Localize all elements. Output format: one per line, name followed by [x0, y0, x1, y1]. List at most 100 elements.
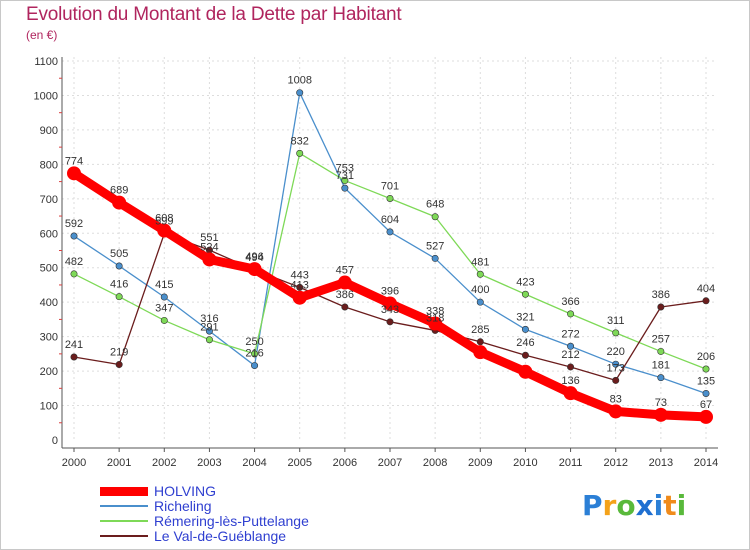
x-tick-label: 2003: [197, 457, 221, 469]
logo-letter: o: [616, 489, 636, 522]
data-point: [115, 361, 123, 369]
logo-letter: i: [676, 489, 687, 522]
data-point: [699, 409, 713, 424]
data-label: 67: [700, 399, 712, 411]
data-point: [341, 303, 349, 311]
data-label: 832: [291, 135, 309, 147]
data-point: [476, 338, 484, 346]
data-label: 481: [471, 256, 489, 268]
data-point: [521, 325, 529, 333]
data-point: [296, 149, 304, 157]
data-label: 592: [65, 218, 83, 230]
data-point: [612, 376, 620, 384]
data-label: 457: [336, 265, 354, 277]
data-point: [428, 316, 443, 331]
data-point: [521, 290, 529, 298]
data-label: 423: [516, 276, 534, 288]
data-label: 83: [610, 393, 622, 405]
data-label: 73: [655, 397, 667, 409]
data-label: 250: [245, 336, 263, 348]
y-tick-label: 500: [40, 263, 58, 275]
data-label: 415: [155, 279, 173, 291]
data-point: [341, 177, 349, 185]
data-point: [567, 310, 575, 318]
y-tick-label: 400: [40, 297, 58, 309]
data-label: 496: [245, 251, 263, 263]
data-label: 338: [426, 306, 444, 318]
data-point: [337, 275, 352, 290]
x-tick-label: 2012: [603, 457, 627, 469]
data-point: [657, 347, 665, 355]
legend-label: Rémering-lès-Puttelange: [154, 513, 309, 529]
y-tick-label: 600: [40, 228, 58, 240]
data-label: 400: [471, 284, 489, 296]
data-label: 505: [110, 248, 128, 260]
y-tick-label: 900: [40, 125, 58, 137]
data-label: 608: [155, 213, 173, 225]
x-tick-label: 2005: [287, 457, 311, 469]
data-label: 291: [200, 322, 218, 334]
data-point: [702, 365, 710, 373]
data-point: [386, 228, 394, 236]
data-label: 386: [652, 289, 670, 301]
y-tick-label: 800: [40, 159, 58, 171]
data-label: 347: [155, 302, 173, 314]
y-tick-label: 300: [40, 332, 58, 344]
data-label: 246: [516, 337, 534, 349]
x-tick-label: 2011: [559, 457, 583, 469]
data-point: [567, 342, 575, 350]
data-point: [563, 386, 578, 401]
data-label: 311: [607, 315, 625, 327]
data-label: 216: [245, 348, 263, 360]
data-label: 416: [110, 279, 128, 291]
y-tick-label: 200: [40, 366, 58, 378]
legend-swatch: [100, 520, 148, 522]
data-point: [292, 290, 307, 305]
x-tick-label: 2007: [378, 457, 402, 469]
data-label: 604: [381, 214, 399, 226]
y-tick-label: 1100: [34, 56, 58, 68]
data-point: [70, 232, 78, 240]
data-label: 173: [607, 362, 625, 374]
legend-swatch: [100, 535, 148, 537]
data-point: [476, 298, 484, 306]
data-point: [160, 293, 168, 301]
logo-letter: P: [582, 489, 603, 522]
data-point: [612, 360, 620, 368]
data-point: [160, 316, 168, 324]
data-point: [202, 252, 217, 267]
legend-label: Richeling: [154, 498, 212, 514]
legend-label: HOLVING: [154, 483, 216, 499]
data-label: 599: [155, 216, 173, 228]
legend-swatch: [100, 505, 148, 507]
data-point: [657, 303, 665, 311]
data-point: [157, 223, 172, 238]
data-label: 413: [291, 280, 309, 292]
data-point: [296, 283, 304, 291]
data-point: [653, 407, 668, 422]
data-label: 257: [652, 333, 670, 345]
data-point: [567, 363, 575, 371]
x-tick-label: 2002: [152, 457, 176, 469]
data-label: 774: [65, 155, 83, 167]
data-label: 396: [381, 286, 399, 298]
data-point: [251, 362, 259, 370]
data-label: 219: [110, 347, 128, 359]
x-tick-label: 2010: [513, 457, 537, 469]
data-point: [115, 262, 123, 270]
y-tick-label: 700: [40, 194, 58, 206]
data-label: 343: [381, 304, 399, 316]
data-point: [296, 89, 304, 97]
data-label: 494: [245, 252, 263, 264]
data-point: [386, 318, 394, 326]
data-label: 1008: [287, 75, 311, 87]
logo-letter: t: [663, 489, 677, 522]
data-point: [383, 296, 397, 311]
data-point: [476, 270, 484, 278]
data-point: [386, 194, 394, 202]
y-tick-label: 1000: [34, 90, 58, 102]
data-point: [702, 389, 710, 397]
data-point: [115, 293, 123, 301]
data-point: [608, 404, 623, 419]
